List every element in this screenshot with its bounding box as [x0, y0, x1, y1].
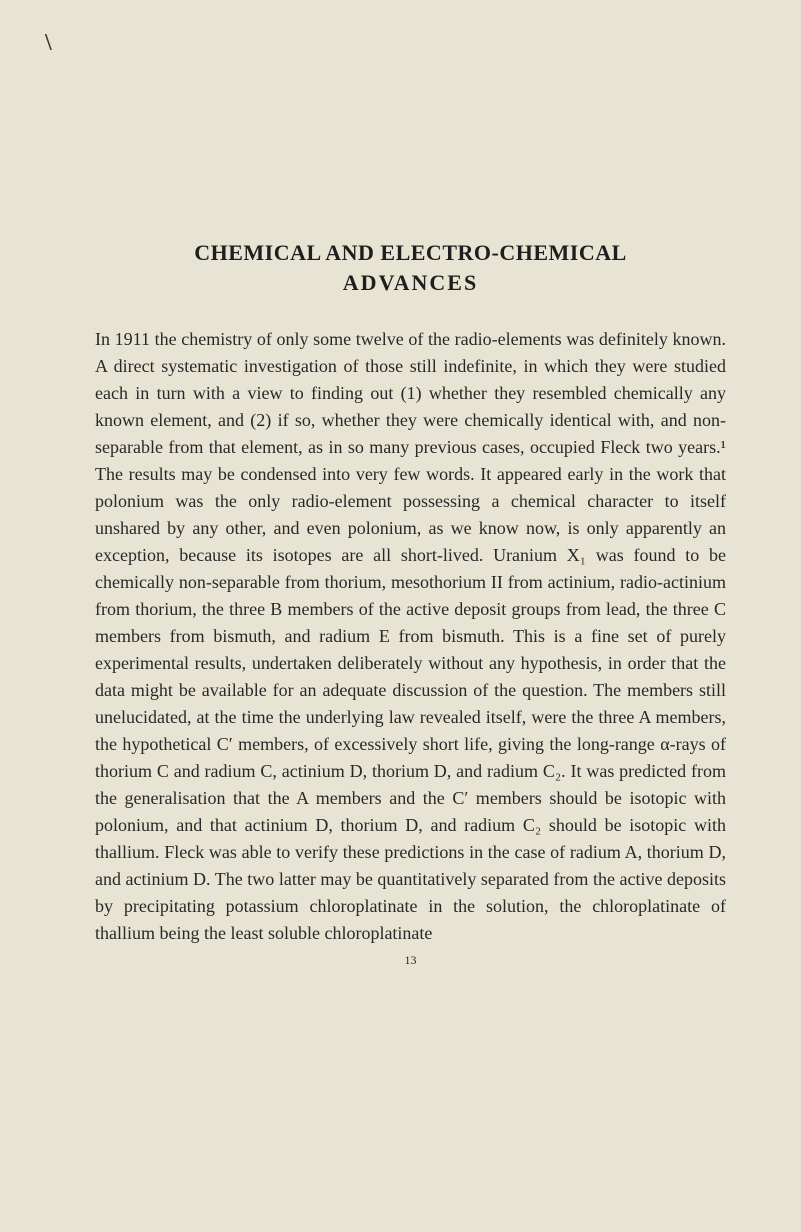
margin-mark: \ [45, 30, 52, 57]
title-sub: ADVANCES [95, 270, 726, 296]
chapter-title-block: CHEMICAL AND ELECTRO-CHEMICAL ADVANCES [95, 240, 726, 296]
title-main: CHEMICAL AND ELECTRO-CHEMICAL [95, 240, 726, 266]
body-paragraph: In 1911 the chemistry of only some twelv… [95, 326, 726, 947]
page-number: 13 [95, 953, 726, 968]
